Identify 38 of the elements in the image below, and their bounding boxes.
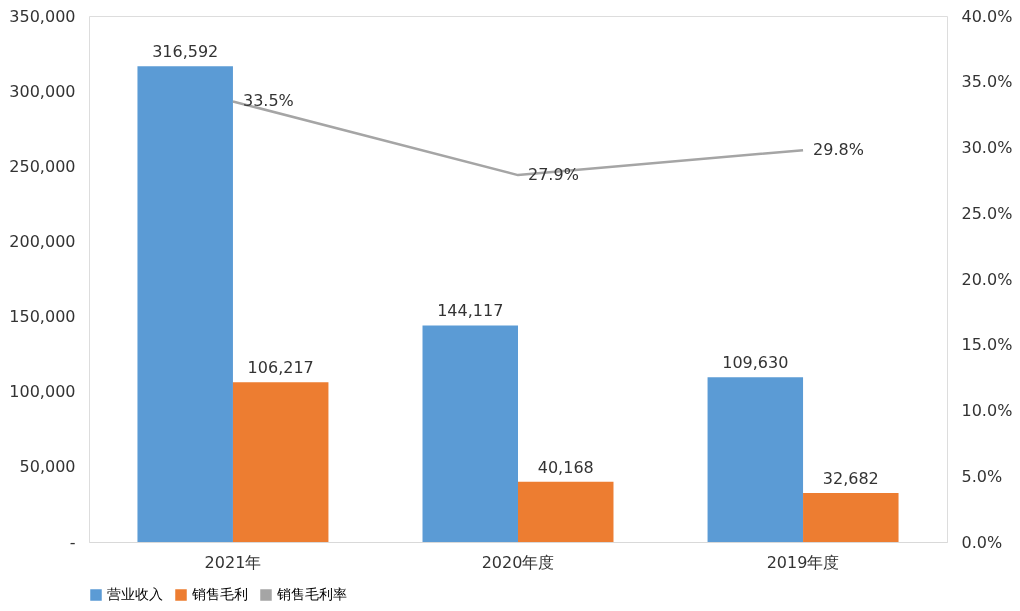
y2-tick-label: 5.0% (961, 466, 1003, 486)
data-label: 109,630 (722, 353, 789, 373)
legend-label: 销售毛利 (191, 586, 248, 602)
x-tick-label: 2019年度 (766, 552, 840, 572)
legend-label: 营业收入 (107, 586, 163, 602)
data-label: 316,592 (152, 42, 219, 62)
y2-tick-label: 30.0% (961, 138, 1013, 157)
y-tick-label: - (69, 532, 76, 552)
y2-tick-label: 0.0% (961, 532, 1003, 552)
y2-tick-label: 40.0% (961, 6, 1013, 26)
y-tick-label: 250,000 (9, 156, 76, 176)
x-tick-label: 2020年度 (481, 552, 555, 572)
data-label: 40,168 (537, 457, 594, 477)
data-label: 144,117 (437, 301, 504, 321)
y2-tick-label: 10.0% (961, 401, 1013, 420)
x-tick-label: 2021年 (204, 552, 262, 572)
y2-tick-label: 25.0% (961, 203, 1013, 223)
bar (232, 382, 329, 542)
y-tick-label: 350,000 (9, 6, 76, 26)
y-tick-label: 150,000 (9, 307, 76, 327)
data-label: 106,217 (247, 358, 314, 378)
y2-tick-label: 20.0% (961, 269, 1013, 289)
bar (707, 377, 804, 542)
bar (803, 492, 899, 542)
y-tick-label: 50,000 (19, 457, 76, 477)
legend-label: 销售毛利率 (276, 586, 347, 602)
y-tick-label: 100,000 (9, 382, 76, 402)
bar (137, 66, 233, 542)
data-label: 27.9% (528, 165, 579, 185)
y-tick-label: 300,000 (9, 81, 76, 101)
y-tick-label: 200,000 (9, 231, 76, 251)
bar (518, 481, 614, 542)
data-label: 29.8% (813, 140, 864, 160)
y2-tick-label: 35.0% (961, 72, 1013, 92)
y2-tick-label: 15.0% (961, 335, 1013, 355)
bar (422, 325, 518, 542)
data-label: 33.5% (242, 91, 294, 111)
data-label: 32,682 (822, 468, 879, 488)
